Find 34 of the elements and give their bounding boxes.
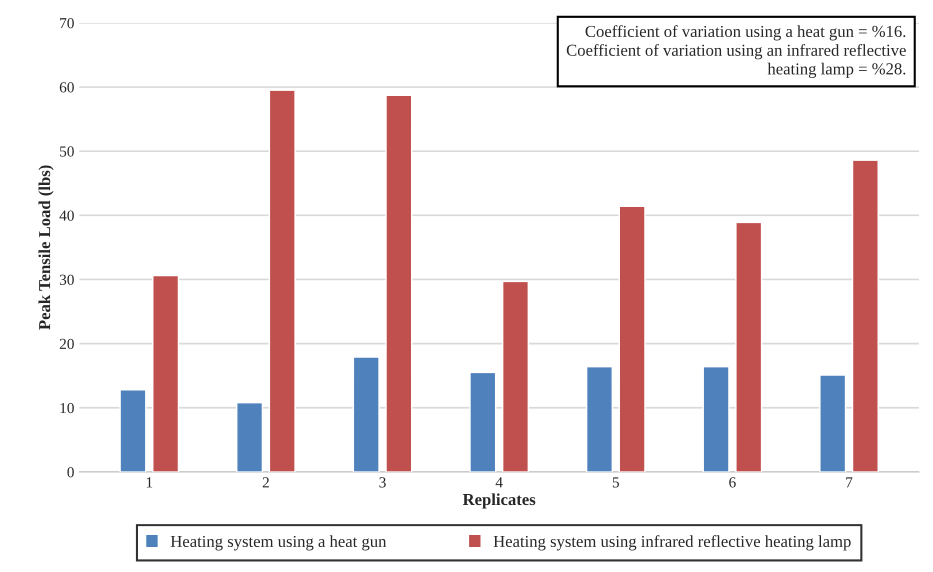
legend-label: Heating system using a heat gun [170,535,386,550]
annotation: Coefficient of variation using a heat gun = %16. Coefficient of variation using an infrared reflective heating lamp = %28. [566,25,906,78]
y-tick-label: 70 [60,18,74,28]
y-tick-label: 50 [60,146,74,157]
bar [852,159,879,472]
bar [735,222,762,472]
bar [618,206,646,472]
y-tick-label: 40 [59,210,74,221]
bar [586,366,613,472]
bar [119,389,146,472]
x-tick-label: 3 [379,477,386,488]
bar [352,356,380,472]
bar [268,90,296,472]
y-tick-label: 0 [67,467,74,478]
legend-label: Heating system using infrared reflective heating lamp [494,535,851,550]
bar [702,366,730,472]
y-axis-title: Peak Tensile Load (lbs) [38,165,54,330]
x-axis-title: Replicates [462,493,536,509]
bar [819,374,846,472]
bar [236,402,264,472]
x-tick-label: 5 [612,477,620,488]
bar [469,372,496,472]
y-tick-label: 60 [60,82,74,92]
y-tick-label: 30 [60,274,74,285]
y-tick-label: 10 [60,402,74,414]
x-tick-label: 7 [846,477,852,488]
bar [385,94,412,472]
y-tick-label: 20 [60,338,74,350]
x-tick-label: 2 [262,477,269,488]
x-tick-label: 1 [146,477,152,488]
bar [152,274,180,472]
bar [502,280,530,472]
x-tick-label: 6 [729,477,736,488]
x-tick-label: 4 [496,477,503,488]
